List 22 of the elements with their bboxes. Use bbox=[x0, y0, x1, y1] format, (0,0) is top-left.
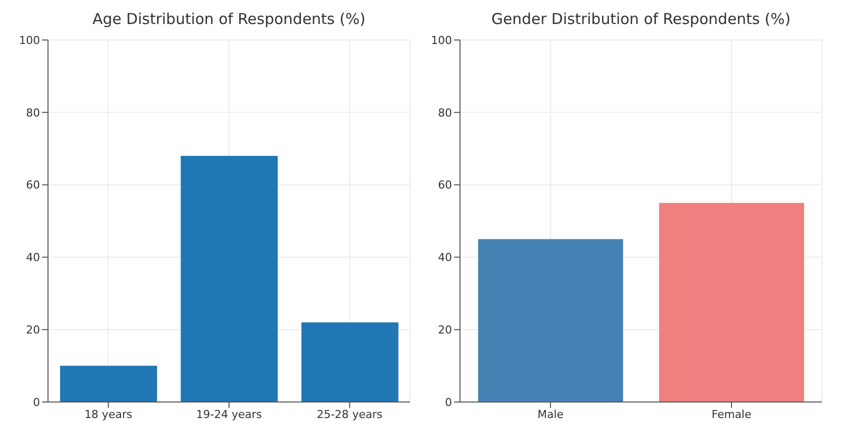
y-tick-label: 60 bbox=[26, 178, 40, 192]
bar bbox=[180, 156, 278, 402]
y-tick-label: 80 bbox=[438, 106, 452, 120]
y-tick-label: 80 bbox=[26, 106, 40, 120]
x-tick-label: 18 years bbox=[84, 408, 132, 421]
y-tick-label: 0 bbox=[445, 396, 452, 409]
x-tick-label: Female bbox=[712, 408, 752, 421]
y-tick-label: 40 bbox=[438, 251, 452, 264]
x-tick-label: 25-28 years bbox=[316, 408, 383, 421]
y-tick-label: 60 bbox=[438, 178, 452, 192]
bar bbox=[301, 322, 398, 402]
y-tick-label: 0 bbox=[33, 396, 40, 409]
chart-title: Age Distribution of Respondents (%) bbox=[92, 9, 366, 30]
y-tick-label: 100 bbox=[19, 34, 40, 47]
x-tick-label: 19-24 years bbox=[196, 408, 262, 421]
y-tick-label: 20 bbox=[438, 324, 452, 337]
y-tick-label: 40 bbox=[26, 251, 40, 264]
chart-title: Gender Distribution of Respondents (%) bbox=[490, 9, 792, 30]
y-tick-label: 100 bbox=[431, 34, 452, 47]
bar bbox=[60, 366, 158, 402]
y-tick-label: 20 bbox=[26, 324, 40, 337]
x-tick-label: Male bbox=[537, 408, 564, 421]
